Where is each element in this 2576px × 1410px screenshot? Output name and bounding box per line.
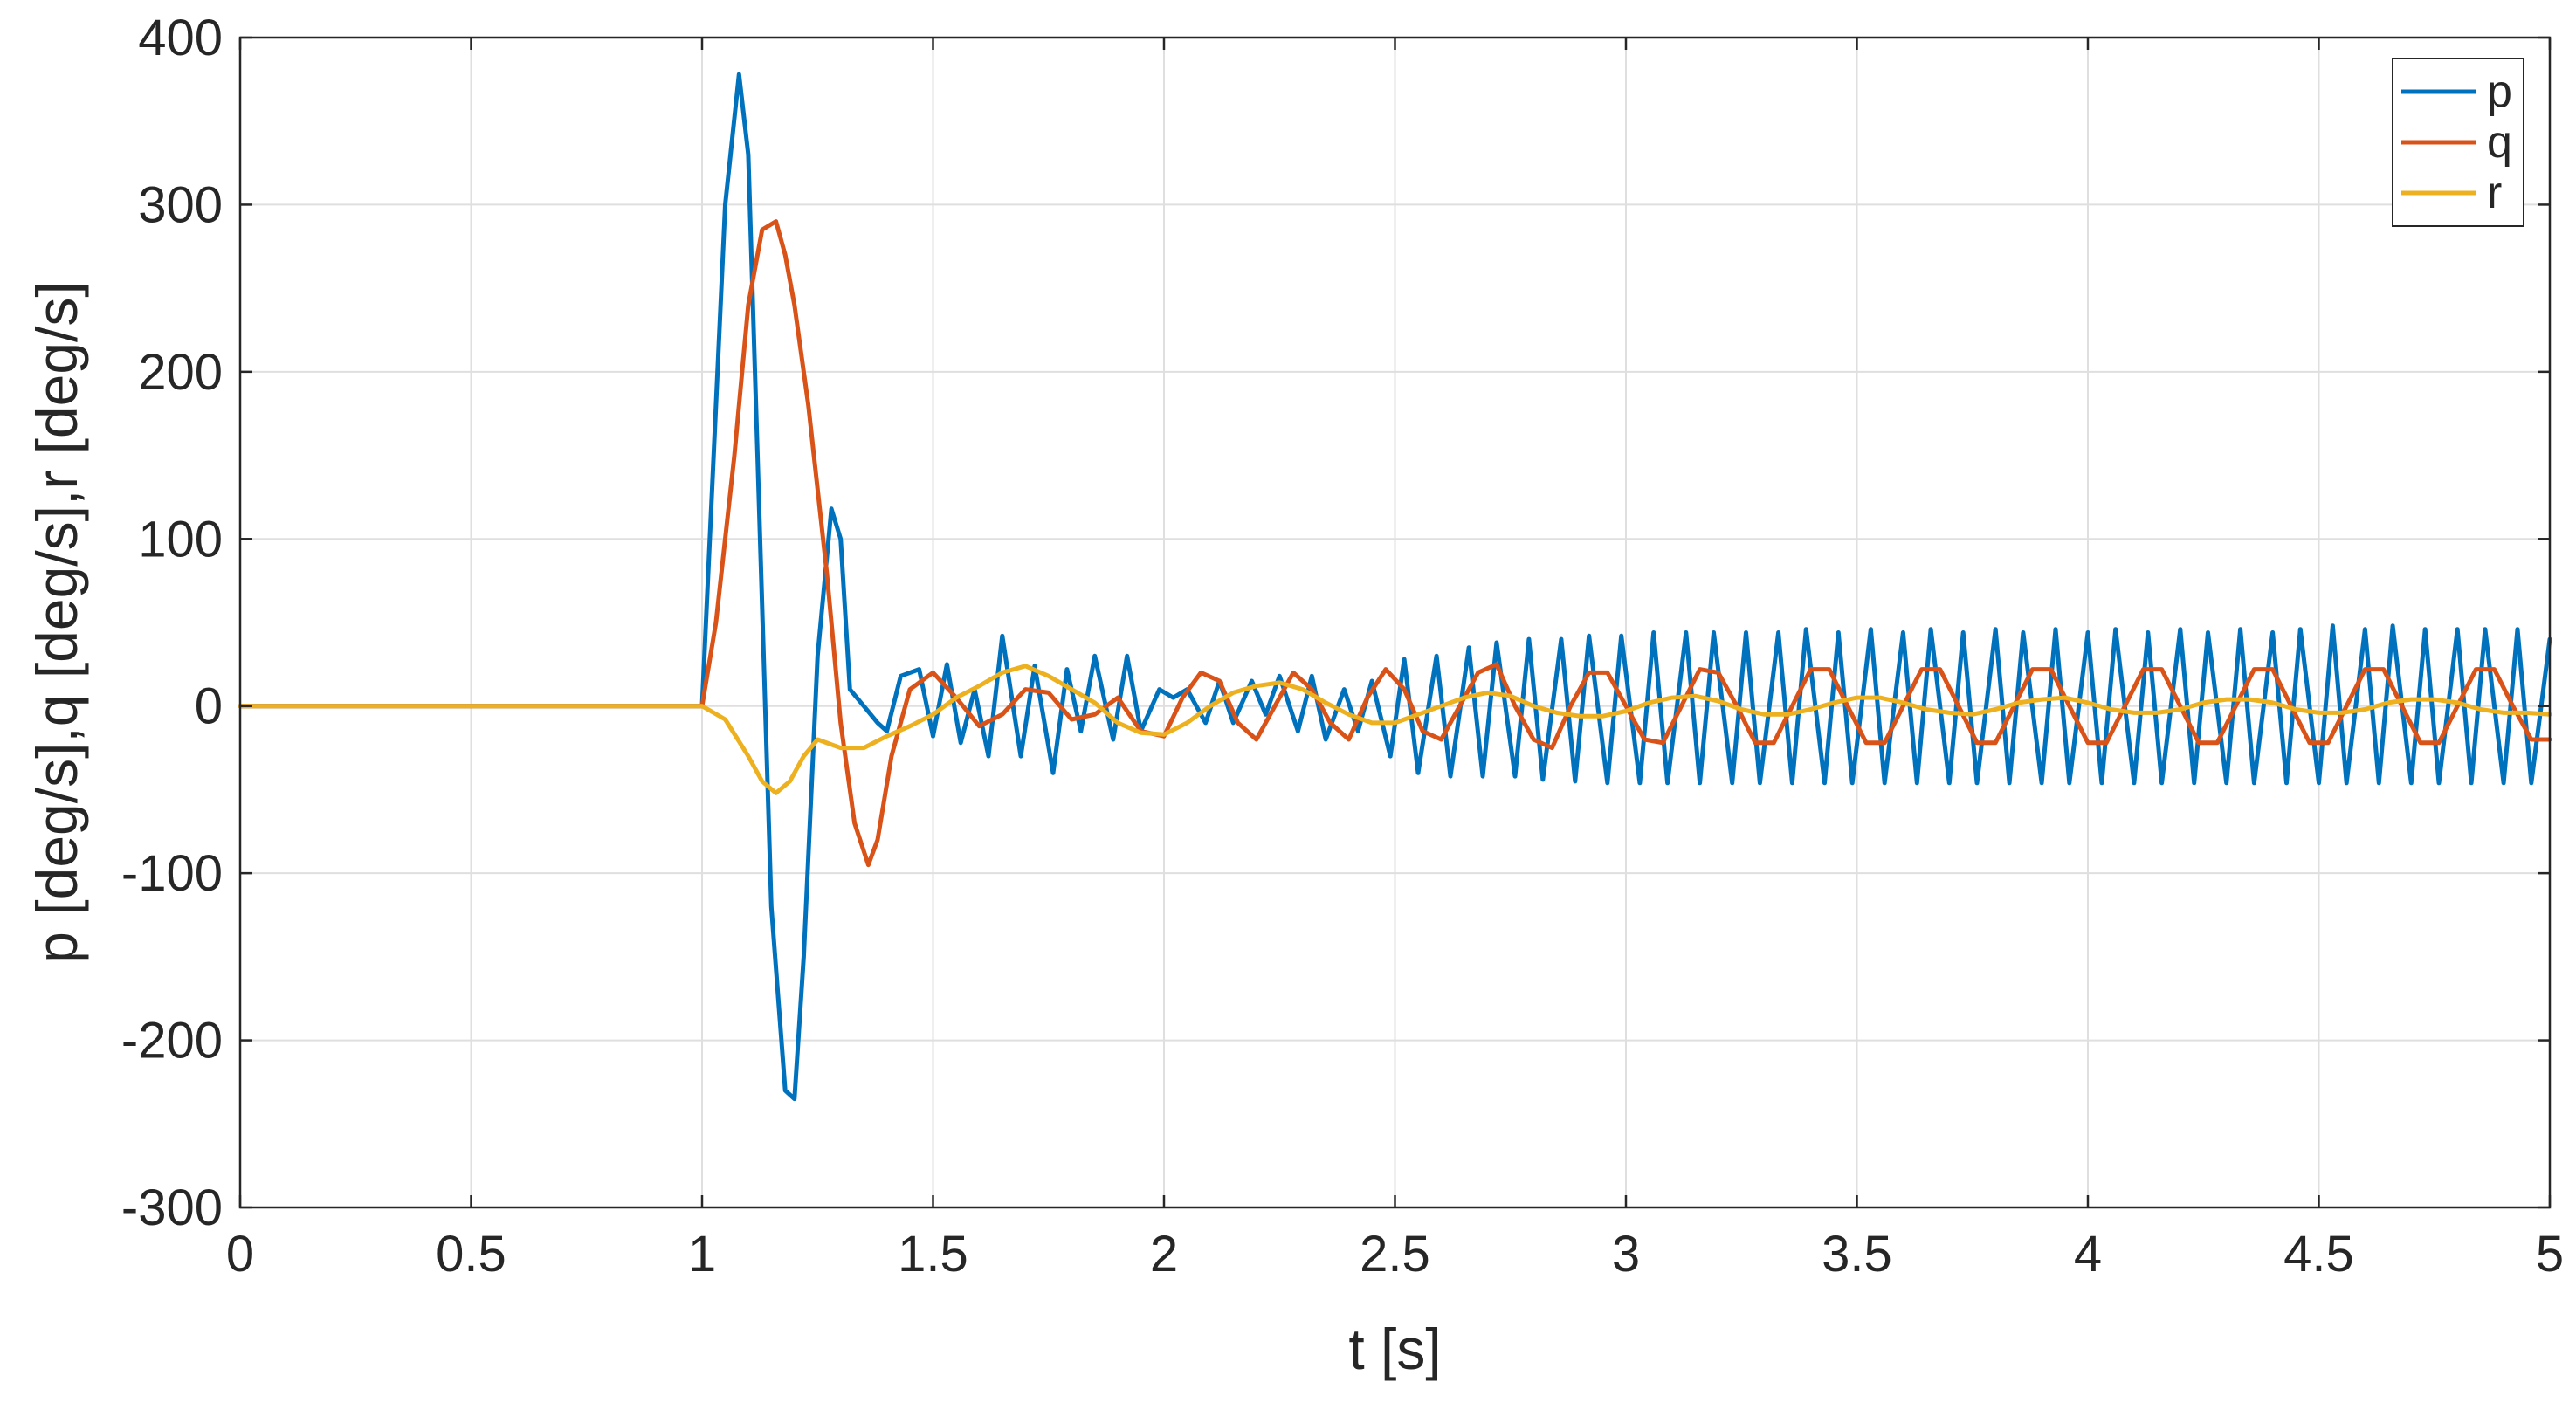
x-tick-label: 2 <box>1150 1226 1178 1283</box>
x-tick-label: 1.5 <box>898 1226 968 1283</box>
y-tick-label: 0 <box>195 678 223 735</box>
x-axis-label: t [s] <box>1348 1317 1441 1381</box>
x-tick-label: 4 <box>2074 1226 2102 1283</box>
series-line-r <box>238 664 2552 795</box>
y-tick-label: -100 <box>121 845 223 902</box>
x-tick-label: 4.5 <box>2283 1226 2354 1283</box>
y-tick-label: -300 <box>121 1180 223 1236</box>
legend-label-q: q <box>2487 117 2512 168</box>
x-tick-label: 0.5 <box>436 1226 506 1283</box>
series-line-q <box>238 219 2552 868</box>
x-tick-label: 5 <box>2536 1226 2564 1283</box>
y-tick-label: 200 <box>138 344 223 401</box>
y-tick-label: 400 <box>138 10 223 66</box>
legend-label-r: r <box>2487 168 2502 218</box>
y-axis-label: p [deg/s],q [deg/s],r [deg/s] <box>24 281 89 963</box>
x-tick-label: 3.5 <box>1822 1226 1892 1283</box>
x-tick-label: 2.5 <box>1360 1226 1430 1283</box>
legend-label-p: p <box>2487 66 2512 117</box>
x-tick-label: 1 <box>688 1226 716 1283</box>
legend: pqr <box>2392 58 2524 227</box>
y-tick-label: 100 <box>138 511 223 567</box>
series-lines <box>238 72 2552 1102</box>
series-line-p <box>238 72 2552 1102</box>
y-tick-label: 300 <box>138 176 223 233</box>
axis-ticks: 0 0.5 1 1.5 2 2.5 3 3.5 4 4.5 5 -300 -200 -100 0 100 200… <box>121 10 2564 1283</box>
x-tick-label: 0 <box>226 1226 254 1283</box>
x-tick-label: 3 <box>1612 1226 1640 1283</box>
y-tick-label: -200 <box>121 1013 223 1070</box>
